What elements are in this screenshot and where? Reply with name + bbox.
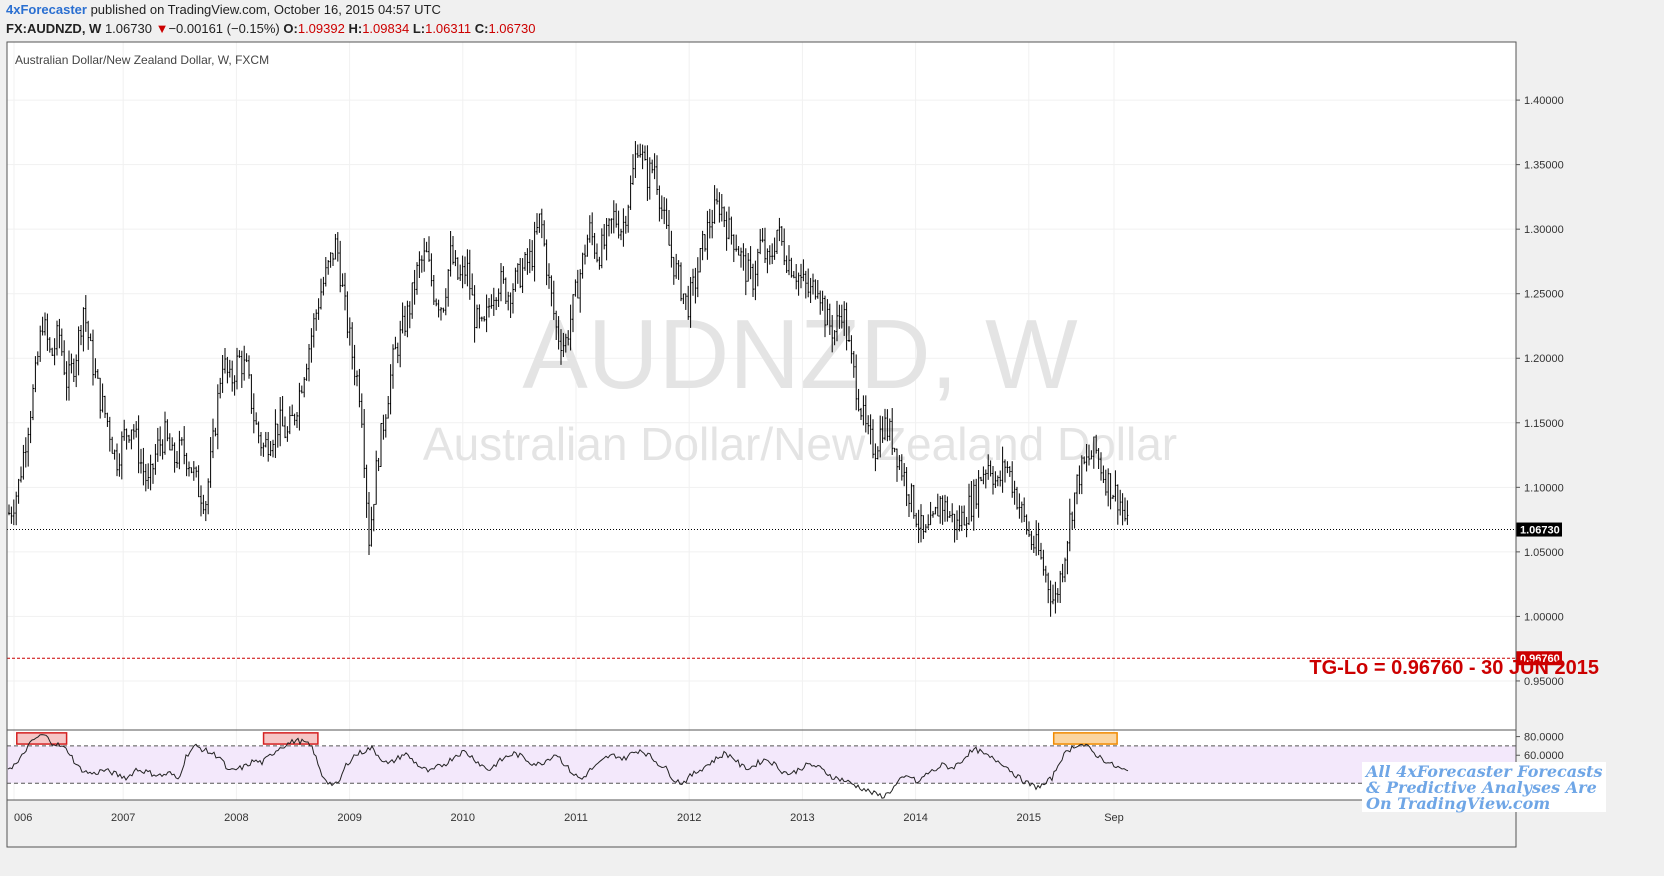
target-label: TG-Lo = 0.96760 - 30 JUN 2015 — [1309, 657, 1599, 679]
publish-info: published on TradingView.com, October 16… — [90, 2, 441, 17]
time-tick-label: 2011 — [564, 812, 588, 824]
target-price-tag — [1516, 651, 1562, 666]
time-tick-label: 2015 — [1017, 812, 1041, 824]
quote-line: FX:AUDNZD, W 1.06730 ▼−0.00161 (−0.15%) … — [6, 21, 535, 36]
last-price-tag — [1516, 522, 1562, 537]
close-label: C: — [474, 21, 489, 36]
time-tick-label: 2012 — [677, 812, 701, 824]
price-tick-label: 1.40000 — [1524, 95, 1564, 107]
price-tick-label: 1.25000 — [1524, 289, 1564, 301]
low-value: 1.06311 — [425, 21, 472, 36]
high-value: 1.09834 — [362, 21, 410, 36]
chart-background — [7, 42, 1516, 800]
symbol-label[interactable]: FX:AUDNZD, W — [6, 21, 102, 36]
rsi-band-fill — [7, 745, 1516, 784]
time-tick-label: 2013 — [790, 812, 814, 824]
rsi-line — [7, 734, 1129, 799]
high-label: H: — [348, 21, 363, 36]
price-tick-label: 1.30000 — [1524, 224, 1564, 236]
price-tick-label: 1.05000 — [1524, 547, 1564, 559]
promo-line-3: On TradingView.com — [1366, 794, 1551, 813]
price-tick-label: 1.15000 — [1524, 418, 1564, 430]
publish-line: 4xForecaster published on TradingView.co… — [6, 2, 441, 17]
promo-box[interactable]: All 4xForecaster Forecasts & Predictive … — [1362, 762, 1606, 812]
price-tick-label: 1.00000 — [1524, 611, 1564, 623]
price-tick-label: 1.10000 — [1524, 482, 1564, 494]
price-levels: 1.06730 0.96760 — [7, 522, 1562, 666]
price-tick-label: 0.95000 — [1524, 676, 1564, 688]
price-axis[interactable]: 1.40000 1.35000 1.30000 1.25000 1.20000 1.150… — [1516, 95, 1564, 688]
down-arrow-icon: ▼ — [155, 21, 169, 36]
target-price-tag-label: 0.96760 — [1520, 653, 1560, 665]
open-value: 1.09392 — [297, 21, 345, 36]
time-tick-label: 2014 — [903, 812, 927, 824]
promo-line-2: & Predictive Analyses Are — [1366, 778, 1597, 797]
rsi-highlight-box — [262, 732, 319, 745]
watermark-symbol: AUDNZD, W — [522, 299, 1078, 409]
price-bars — [8, 141, 1129, 617]
price-tick-label: 1.35000 — [1524, 160, 1564, 172]
grid-lines — [7, 42, 1516, 800]
chart-title: Australian Dollar/New Zealand Dollar, W,… — [15, 53, 269, 67]
low-label: L: — [412, 21, 426, 36]
rsi-tick-label: 60.0000 — [1524, 750, 1564, 762]
rsi-band — [7, 745, 1516, 784]
rsi-highlight-box — [16, 732, 68, 745]
open-label: O: — [283, 21, 298, 36]
rsi-polyline — [7, 734, 1129, 799]
time-axis[interactable]: 006 2007 2008 2009 2010 2011 2012 2013 2014 2015 S… — [7, 799, 1516, 824]
rsi-tick-label: 80.0000 — [1524, 732, 1564, 744]
watermark-name: Australian Dollar/New Zealand Dollar — [423, 418, 1177, 470]
rsi-highlight-box — [1052, 732, 1118, 745]
time-tick-label: Sep — [1104, 812, 1124, 824]
price-tick-label: 1.20000 — [1524, 353, 1564, 365]
price-change: −0.00161 (−0.15%) — [168, 21, 280, 36]
time-tick-label: 2007 — [111, 812, 135, 824]
close-value: 1.06730 — [488, 21, 536, 36]
author-link[interactable]: 4xForecaster — [6, 2, 87, 17]
last-price: 1.06730 — [104, 21, 152, 36]
last-price-tag-label: 1.06730 — [1520, 525, 1560, 537]
rsi-highlights — [16, 732, 1118, 745]
time-tick-label: 2008 — [224, 812, 248, 824]
promo-line-1: All 4xForecaster Forecasts — [1366, 762, 1603, 781]
time-tick-label: 006 — [14, 812, 32, 824]
time-tick-label: 2010 — [451, 812, 475, 824]
time-tick-label: 2009 — [337, 812, 361, 824]
